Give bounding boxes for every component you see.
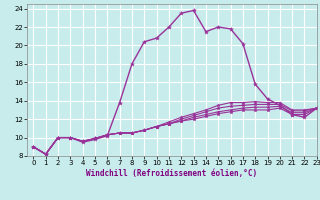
- X-axis label: Windchill (Refroidissement éolien,°C): Windchill (Refroidissement éolien,°C): [86, 169, 258, 178]
